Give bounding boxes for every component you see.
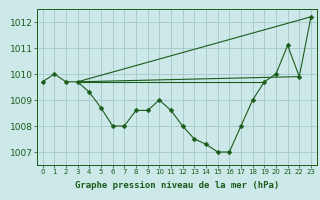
X-axis label: Graphe pression niveau de la mer (hPa): Graphe pression niveau de la mer (hPa) [75, 181, 279, 190]
